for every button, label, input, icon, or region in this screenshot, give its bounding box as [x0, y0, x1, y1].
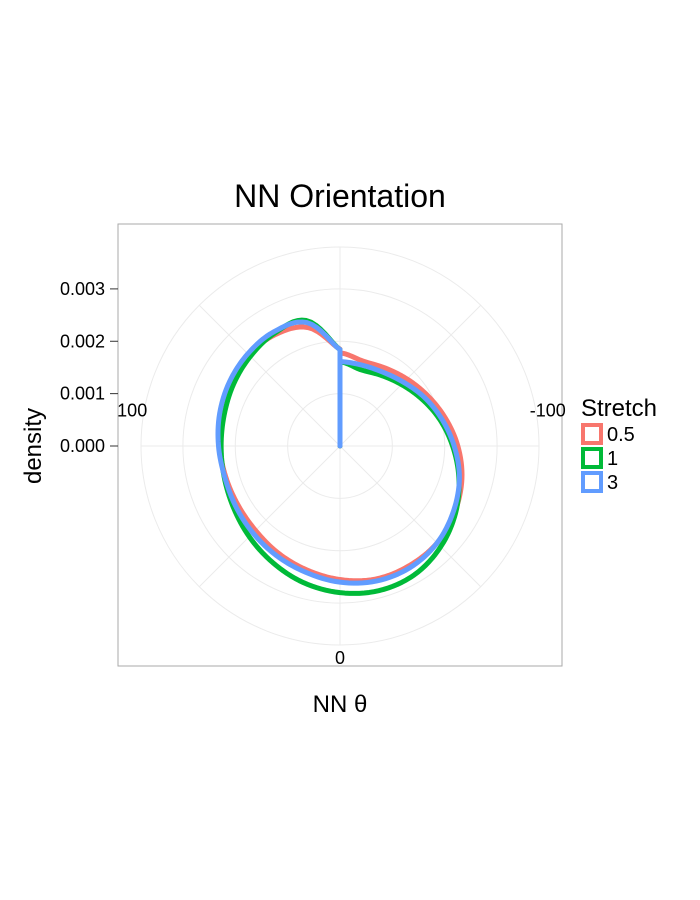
y-axis-title: density	[20, 408, 47, 484]
legend-key-1	[581, 447, 603, 469]
grid-spoke	[339, 304, 482, 447]
legend: Stretch 0.513	[581, 395, 657, 494]
theta-tick-label: 0	[335, 648, 345, 668]
r-tick-label: 0.003	[60, 279, 105, 299]
legend-label-1: 1	[607, 448, 618, 470]
legend-key-3	[581, 471, 603, 493]
theta-tick-label: 100	[117, 400, 147, 420]
series-line-1	[218, 317, 462, 596]
x-axis-title: NN θ	[313, 691, 368, 718]
grid-spoke	[198, 304, 341, 447]
r-axis-ticks: 0.000 0.001 0.002 0.003	[60, 279, 118, 456]
legend-items: 0.513	[581, 423, 635, 494]
plot-panel: 0 100 -100	[117, 223, 566, 668]
r-tick-label: 0.001	[60, 384, 105, 404]
series-lines	[215, 317, 465, 596]
legend-key-0.5	[581, 423, 603, 445]
legend-label-3: 3	[607, 472, 618, 494]
r-tick-label: 0.000	[60, 436, 105, 456]
chart-title: NN Orientation	[234, 178, 446, 214]
r-tick-label: 0.002	[60, 331, 105, 351]
legend-title: Stretch	[581, 395, 657, 422]
theta-tick-label: -100	[530, 400, 566, 420]
theta-tick-labels: 0 100 -100	[117, 400, 566, 668]
grid-spoke	[339, 445, 482, 588]
legend-label-0.5: 0.5	[607, 424, 635, 446]
grid-spoke	[198, 445, 341, 588]
series-line-3	[215, 319, 462, 586]
